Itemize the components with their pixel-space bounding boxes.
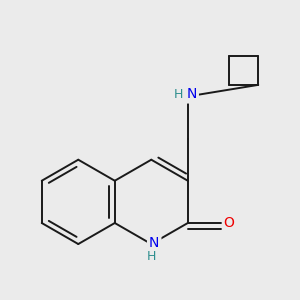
Text: N: N — [149, 236, 159, 250]
Text: H: H — [173, 88, 183, 101]
Text: H: H — [147, 250, 156, 263]
Text: N: N — [187, 88, 197, 101]
Text: O: O — [224, 216, 235, 230]
